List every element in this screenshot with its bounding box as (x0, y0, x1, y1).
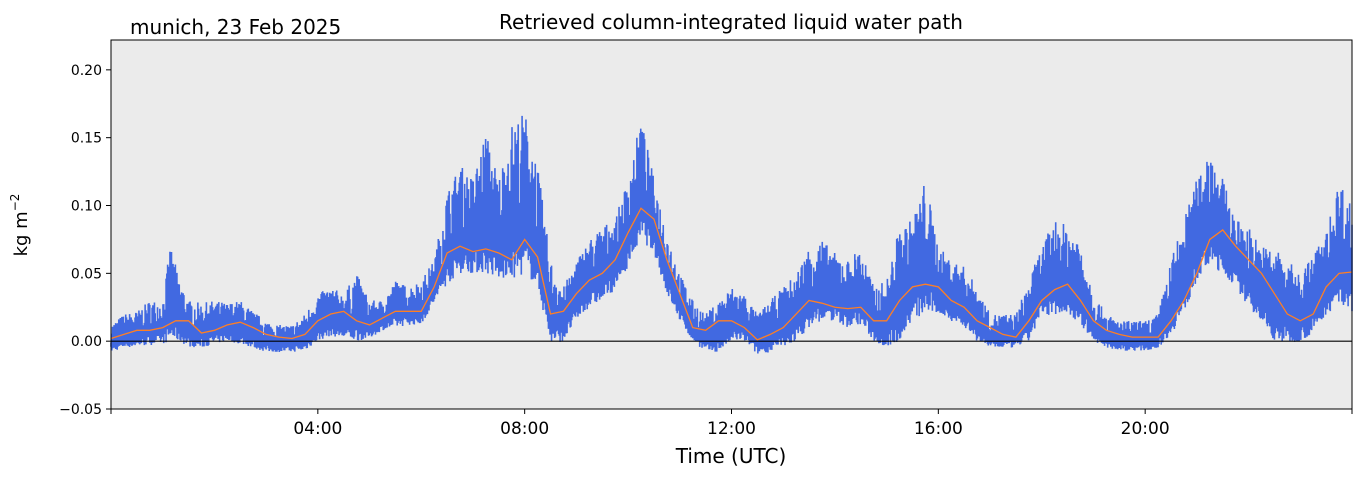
y-axis-label: kg m−2 (8, 194, 32, 257)
chart-subtitle: munich, 23 Feb 2025 (130, 15, 341, 39)
x-tick-label: 16:00 (914, 419, 963, 439)
y-tick-label: −0.05 (59, 402, 102, 418)
lwp-running-mean-line (110, 207, 1353, 341)
y-tick-label: 0.10 (71, 199, 102, 215)
plot-background (111, 40, 1352, 409)
y-tick-label: 0.20 (71, 63, 102, 79)
y-axis-label-superscript: −2 (8, 194, 22, 212)
x-axis: 04:00 08:00 12:00 16:00 20:00 (110, 409, 1353, 439)
chart-title: Retrieved column-integrated liquid water… (499, 10, 963, 34)
y-tick-label: 0.05 (71, 266, 102, 282)
y-axis-label-text: kg m (11, 211, 32, 256)
x-tick-label: 08:00 (500, 419, 549, 439)
x-tick-label: 04:00 (293, 419, 342, 439)
plot-area (110, 39, 1353, 410)
x-axis-label: Time (UTC) (675, 444, 787, 468)
x-tick-label: 20:00 (1121, 419, 1170, 439)
y-tick-label: 0.00 (71, 334, 102, 350)
x-tick-label: 12:00 (707, 419, 756, 439)
y-tick-label: 0.15 (71, 131, 102, 147)
y-axis: −0.05 0.00 0.05 0.10 0.15 0.20 (59, 63, 111, 418)
